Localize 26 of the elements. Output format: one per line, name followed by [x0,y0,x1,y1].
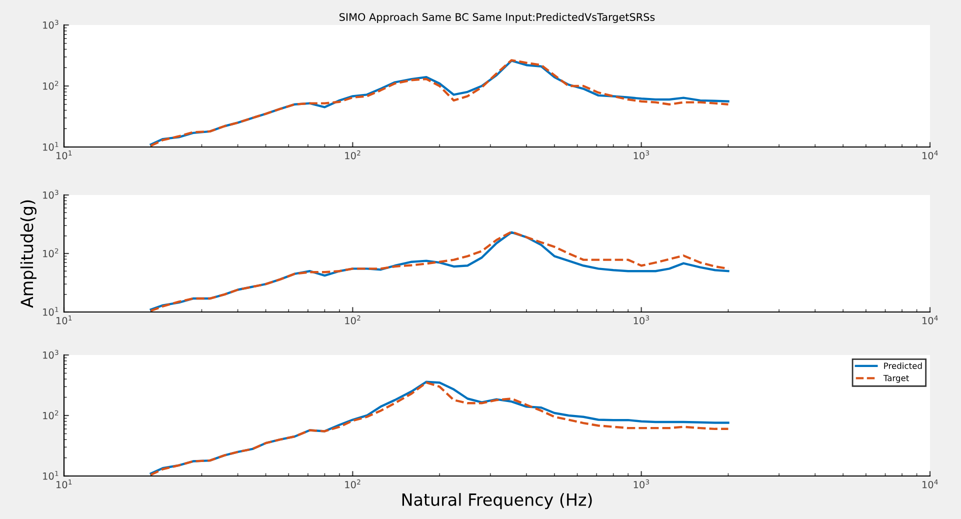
chart-title: SIMO Approach Same BC Same Input:PredictedVsTargetSRSs [340,12,655,23]
x-tick-label: 10$^{3}$ [634,150,650,160]
y-tick-label: 10$^{2}$ [43,410,58,420]
y-tick-label: 10$^{1}$ [43,306,58,316]
x-tick-label: 10$^{2}$ [345,479,360,488]
x-tick-label: 10$^{1}$ [56,150,72,160]
y-tick-label: 10$^{3}$ [43,190,58,199]
y-tick-label: 10$^{1}$ [43,470,58,480]
x-tick-label: 10$^{3}$ [634,315,650,324]
y-tick-label: 10$^{2}$ [43,80,58,90]
y-tick-label: 10$^{2}$ [43,248,58,258]
x-tick-label: 10$^{4}$ [922,480,938,488]
y-tick-label: 10$^{3}$ [43,350,58,359]
x-tick-label: 10$^{2}$ [345,315,360,324]
y-tick-label: 10$^{1}$ [43,142,58,151]
x-tick-label: 10$^{3}$ [634,479,650,488]
y-axis-title: Amplitude(g) [20,200,36,308]
x-tick-label: 10$^{4}$ [922,150,938,160]
y-tick-label: 10$^{3}$ [43,20,58,29]
legend-label: Target [883,374,909,383]
x-axis-title: Natural Frequency (Hz) [402,493,592,510]
x-tick-label: 10$^{1}$ [56,316,72,324]
x-tick-label: 10$^{4}$ [922,316,938,324]
x-tick-label: 10$^{2}$ [345,150,360,160]
legend-label: Predicted [884,362,922,369]
x-tick-label: 10$^{1}$ [56,480,72,488]
